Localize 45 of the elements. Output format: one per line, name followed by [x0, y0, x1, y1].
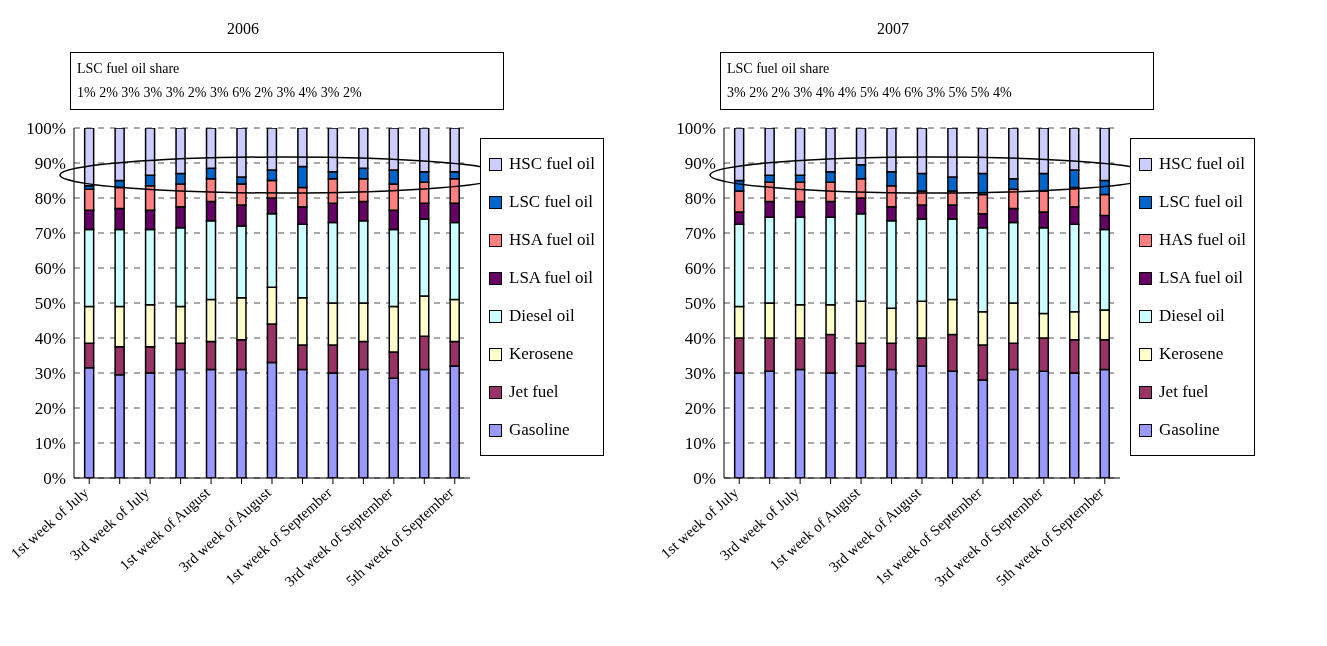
legend-label: Gasoline — [1158, 419, 1221, 441]
y-tick-label: 50% — [684, 294, 716, 314]
legend-label: HSA fuel oil — [508, 229, 595, 251]
text: LSC fuel oil share — [727, 60, 831, 78]
y-tick-label: 90% — [34, 154, 66, 174]
y-tick-label: 20% — [34, 399, 66, 419]
legend-label: LSC fuel oil — [1158, 191, 1245, 213]
legend-label: HSC fuel oil — [1158, 153, 1246, 175]
legend-label: LSA fuel oil — [508, 267, 595, 289]
legend-label: HSC fuel oil — [508, 153, 595, 175]
text: LSC fuel oil share — [77, 60, 181, 78]
legend-label: LSA fuel oil — [1158, 267, 1245, 289]
bar — [83, 128, 95, 187]
text: 1% 2% 3% 3% 3% 2% 3% 6% 2% 3% 4% 3% 2% — [77, 84, 363, 102]
text: 3% 2% 2% 3% 4% 4% 5% 4% 6% 3% 5% 5% 4% — [727, 84, 1013, 102]
y-tick-label: 30% — [684, 364, 716, 384]
y-tick-label: 60% — [684, 259, 716, 279]
legend-label: Kerosene — [1158, 343, 1225, 365]
y-tick-label: 20% — [684, 399, 716, 419]
y-tick-label: 0% — [693, 469, 716, 489]
legend-label: LSC fuel oil — [508, 191, 595, 213]
legend-label: Jet fuel — [1158, 381, 1210, 403]
y-tick-label: 80% — [684, 189, 716, 209]
chart-title: 2006 — [226, 20, 260, 38]
legend-label: Diesel oil — [1158, 305, 1226, 327]
legend-label: HAS fuel oil — [1158, 229, 1246, 251]
legend-label: Jet fuel — [508, 381, 560, 403]
y-tick-label: 70% — [34, 224, 66, 244]
y-tick-label: 0% — [43, 469, 66, 489]
y-tick-label: 40% — [684, 329, 716, 349]
y-tick-label: 10% — [34, 434, 66, 454]
legend-label: Gasoline — [508, 419, 571, 441]
y-tick-label: 70% — [684, 224, 716, 244]
y-tick-label: 100% — [26, 119, 66, 139]
y-tick-label: 100% — [676, 119, 716, 139]
chart-title: 2007 — [876, 20, 910, 38]
y-tick-label: 80% — [34, 189, 66, 209]
y-tick-label: 10% — [684, 434, 716, 454]
y-tick-label: 90% — [684, 154, 716, 174]
legend-label: Diesel oil — [508, 305, 576, 327]
y-tick-label: 60% — [34, 259, 66, 279]
legend-label: Kerosene — [508, 343, 575, 365]
y-tick-label: 30% — [34, 364, 66, 384]
y-tick-label: 50% — [34, 294, 66, 314]
y-tick-label: 40% — [34, 329, 66, 349]
